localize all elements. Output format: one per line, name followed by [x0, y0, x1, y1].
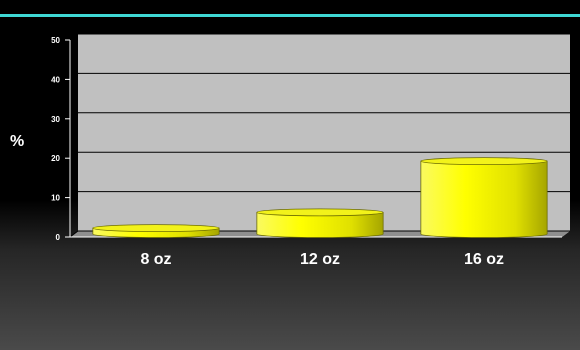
x-tick-label: 8 oz	[140, 251, 171, 268]
y-tick-label: 10	[51, 194, 60, 203]
bar	[92, 224, 220, 238]
y-tick-label: 40	[51, 75, 60, 84]
bar	[420, 157, 548, 238]
grid-line	[69, 151, 570, 159]
grid-lines	[69, 33, 570, 238]
bars	[92, 157, 548, 238]
y-axis-title: %	[10, 133, 24, 150]
x-tick-label: 16 oz	[464, 251, 504, 268]
y-tick-labels: 0 10 20 30 40 50	[51, 36, 60, 242]
bar-top-cap	[420, 157, 548, 166]
y-tick-label: 30	[51, 115, 60, 124]
x-tick-labels: 8 oz 12 oz 16 oz	[140, 251, 504, 268]
bar-body	[256, 211, 384, 238]
title-strip	[0, 0, 580, 6]
y-tick-label: 50	[51, 36, 60, 45]
y-tick-label: 0	[56, 233, 61, 242]
y-tick-label: 20	[51, 154, 60, 163]
bar-top-cap	[92, 224, 220, 233]
bar-top-cap	[256, 208, 384, 217]
accent-rule	[0, 14, 580, 17]
x-tick-label: 12 oz	[300, 251, 340, 268]
grid-line	[69, 191, 570, 199]
bar-body	[420, 160, 548, 238]
grid-line	[69, 230, 570, 238]
grid-line	[69, 112, 570, 120]
bar	[256, 208, 384, 238]
grid-line	[69, 33, 570, 41]
grid-line	[69, 72, 570, 80]
